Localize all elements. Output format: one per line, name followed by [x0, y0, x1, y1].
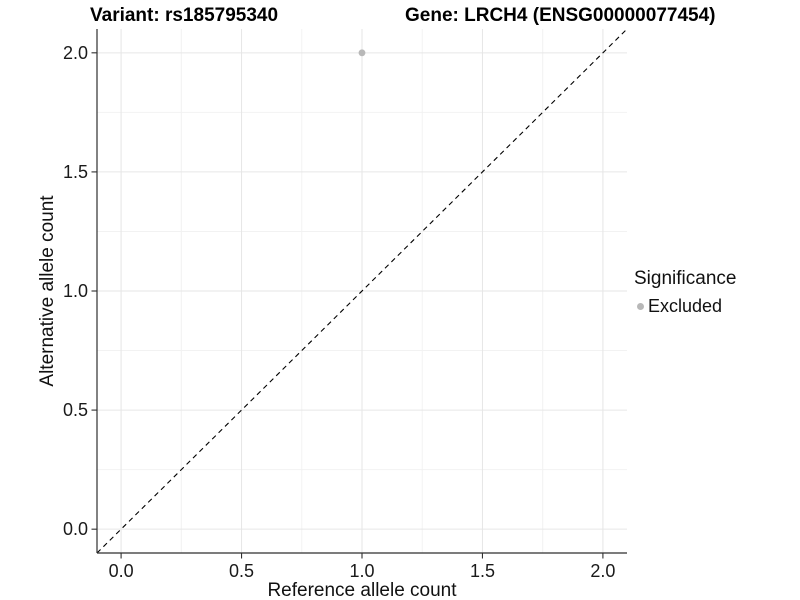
y-tick-label: 0.5	[63, 400, 88, 420]
plot-title-gene: Gene: LRCH4 (ENSG00000077454)	[405, 5, 716, 26]
x-axis-title: Reference allele count	[267, 580, 457, 600]
legend-item-label: Excluded	[648, 296, 723, 316]
y-tick-label: 0.0	[63, 519, 88, 539]
y-tick-label: 1.0	[63, 281, 88, 301]
x-tick-label: 0.5	[229, 561, 254, 581]
y-tick-label: 1.5	[63, 162, 88, 182]
x-tick-label: 0.0	[109, 561, 134, 581]
x-tick-label: 2.0	[590, 561, 615, 581]
legend-marker-circle-icon	[637, 303, 644, 310]
identity-reference-line	[96, 28, 628, 554]
plot-title-variant: Variant: rs185795340	[90, 5, 279, 26]
x-tick-label: 1.5	[470, 561, 495, 581]
legend: Significance Excluded	[634, 268, 736, 317]
data-point	[358, 49, 366, 57]
legend-title: Significance	[634, 268, 737, 289]
legend-item-excluded: Excluded	[634, 296, 736, 317]
y-tick-label: 2.0	[63, 43, 88, 63]
y-axis-title: Alternative allele count	[37, 195, 58, 387]
x-tick-label: 1.0	[349, 561, 374, 581]
